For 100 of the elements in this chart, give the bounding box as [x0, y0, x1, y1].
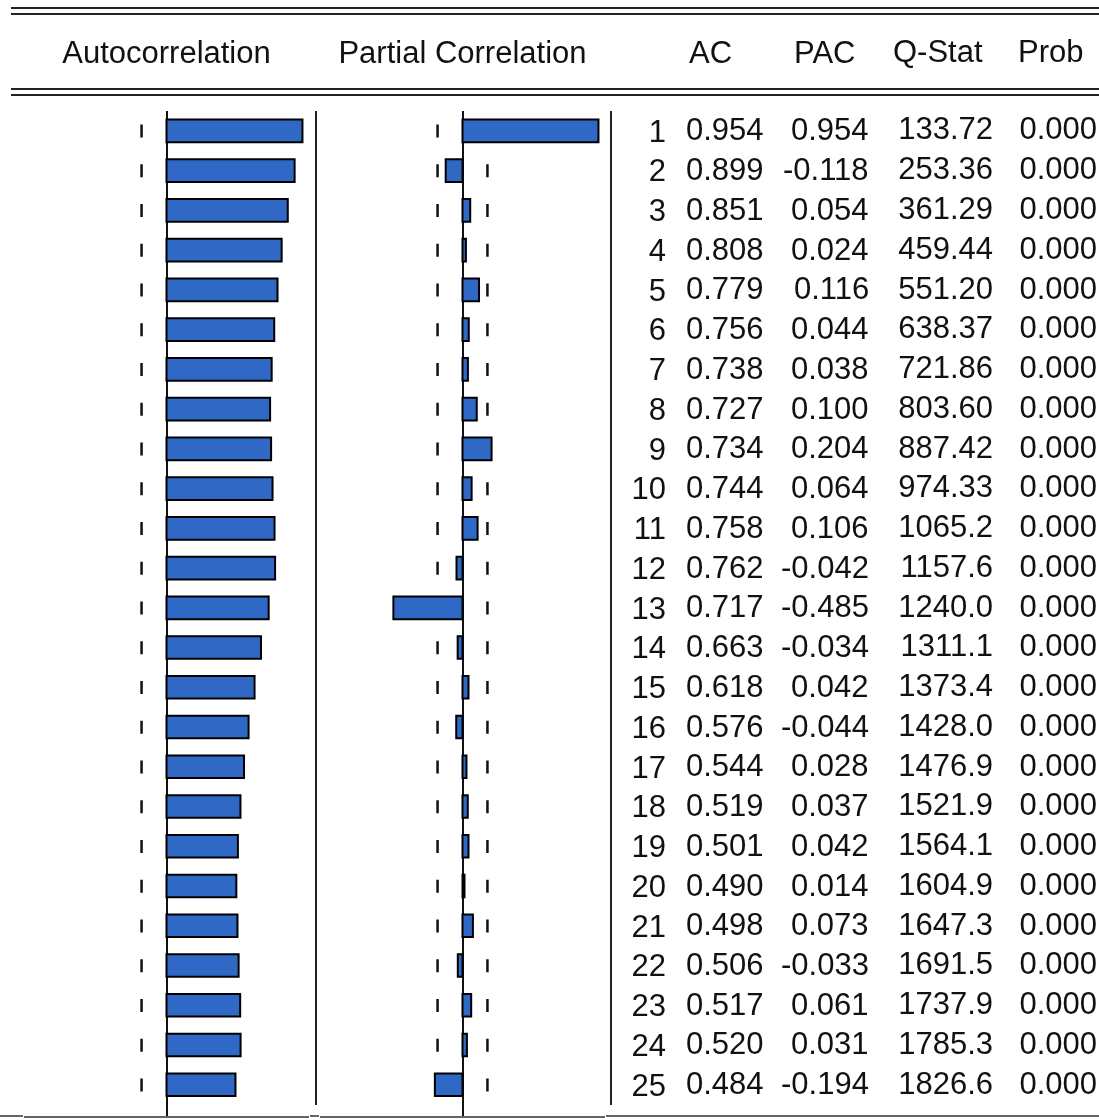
y-tick-label: 23	[631, 988, 666, 1024]
data-label: 0.000	[1019, 668, 1097, 704]
data-label: 1785.3	[898, 1025, 993, 1061]
data-label: 0.000	[1019, 827, 1097, 863]
data-label: 0.037	[791, 788, 869, 823]
data-label: 0.954	[686, 112, 764, 147]
y-tick-label: 3	[648, 193, 666, 229]
bar	[455, 714, 464, 740]
data-label: 0.000	[1019, 191, 1097, 226]
data-label: 1476.9	[898, 747, 993, 783]
text: AC	[689, 35, 733, 70]
data-label: 0.663	[686, 629, 764, 664]
y-tick-label: 11	[633, 511, 666, 547]
data-label: 0.734	[686, 430, 764, 465]
y-tick-label: 15	[631, 670, 666, 706]
data-label: 0.000	[1019, 787, 1097, 823]
data-label: 0.028	[791, 748, 869, 783]
data-label: 1826.6	[898, 1065, 993, 1101]
data-label: 1065.2	[898, 509, 993, 545]
data-label: 1428.0	[898, 707, 993, 743]
bar	[461, 357, 469, 382]
data-label: 253.36	[898, 151, 993, 187]
bar	[165, 476, 274, 501]
bar	[165, 674, 256, 700]
data-label: 0.738	[686, 351, 764, 386]
bar	[165, 158, 296, 183]
data-label: 0.000	[1019, 1025, 1097, 1061]
y-tick-label: 18	[631, 789, 666, 825]
data-label: 721.86	[898, 350, 993, 386]
y-tick-label: 24	[631, 1027, 666, 1063]
bar	[165, 873, 238, 899]
data-label: 1240.0	[898, 588, 993, 624]
x-tick-label: Prob	[1018, 34, 1084, 69]
data-label: 0.618	[686, 669, 764, 704]
bar	[461, 317, 470, 342]
data-label: -0.042	[781, 550, 869, 585]
data-label: 0.501	[686, 828, 764, 863]
chart-title: Autocorrelation	[62, 34, 271, 70]
data-label: 0.000	[1019, 111, 1097, 147]
y-tick-label: 22	[631, 948, 666, 984]
y-tick-label: 10	[631, 471, 666, 507]
data-label: 0.758	[686, 510, 764, 545]
y-tick-label: 25	[631, 1067, 666, 1103]
data-label: 0.116	[794, 271, 870, 306]
y-tick-label: 14	[631, 630, 666, 666]
bar	[461, 913, 474, 939]
data-label: 1373.4	[898, 668, 993, 704]
y-tick-label: 17	[631, 749, 666, 785]
data-label: 0.576	[686, 709, 764, 744]
data-label: 1564.1	[898, 827, 993, 863]
data-label: 0.044	[791, 311, 869, 346]
data-label: 0.544	[686, 748, 764, 783]
bar	[165, 635, 262, 660]
y-tick-label: 4	[648, 232, 666, 268]
data-label: -0.194	[781, 1066, 869, 1101]
y-tick-label: 5	[648, 272, 666, 308]
bar	[461, 794, 469, 819]
bar	[165, 754, 246, 780]
bar	[461, 992, 473, 1018]
text: PAC	[794, 35, 856, 70]
data-label: 0.106	[791, 510, 869, 545]
bar	[165, 833, 239, 859]
data-label: 459.44	[898, 230, 993, 266]
data-label: -0.485	[781, 589, 869, 624]
bar	[165, 357, 273, 382]
bar	[165, 277, 279, 303]
data-label: 0.000	[1019, 429, 1097, 465]
data-label: 0.954	[791, 112, 869, 147]
data-label: 638.37	[898, 310, 993, 346]
bar	[444, 158, 464, 183]
bar	[392, 595, 464, 621]
data-label: 0.000	[1019, 469, 1097, 505]
bar	[461, 515, 479, 541]
y-tick-label: 19	[631, 829, 666, 865]
y-tick-label: 7	[648, 352, 666, 388]
data-label: 1157.6	[900, 548, 993, 584]
y-tick-label: 9	[648, 431, 666, 467]
bar	[455, 555, 464, 581]
data-label: 0.000	[1019, 548, 1097, 584]
data-label: 0.520	[686, 1026, 764, 1061]
data-label: 0.727	[686, 391, 764, 426]
bar	[461, 476, 473, 501]
data-label: 1647.3	[898, 906, 993, 942]
bar	[165, 913, 239, 939]
data-label: 0.851	[686, 192, 764, 227]
bar	[165, 1072, 237, 1098]
bar	[165, 992, 242, 1018]
data-label: 0.000	[1019, 747, 1097, 783]
data-label: 0.744	[686, 470, 764, 505]
data-label: 0.000	[1019, 1065, 1097, 1101]
data-label: 0.100	[791, 391, 869, 426]
data-label: 1691.5	[898, 946, 993, 982]
bar	[165, 237, 283, 263]
data-label: 0.014	[791, 868, 869, 903]
bar	[461, 1032, 468, 1058]
data-label: 0.073	[791, 907, 869, 942]
bar	[461, 674, 470, 700]
data-label: 0.762	[686, 550, 764, 585]
bar	[461, 436, 493, 462]
data-label: 0.000	[1019, 946, 1097, 982]
